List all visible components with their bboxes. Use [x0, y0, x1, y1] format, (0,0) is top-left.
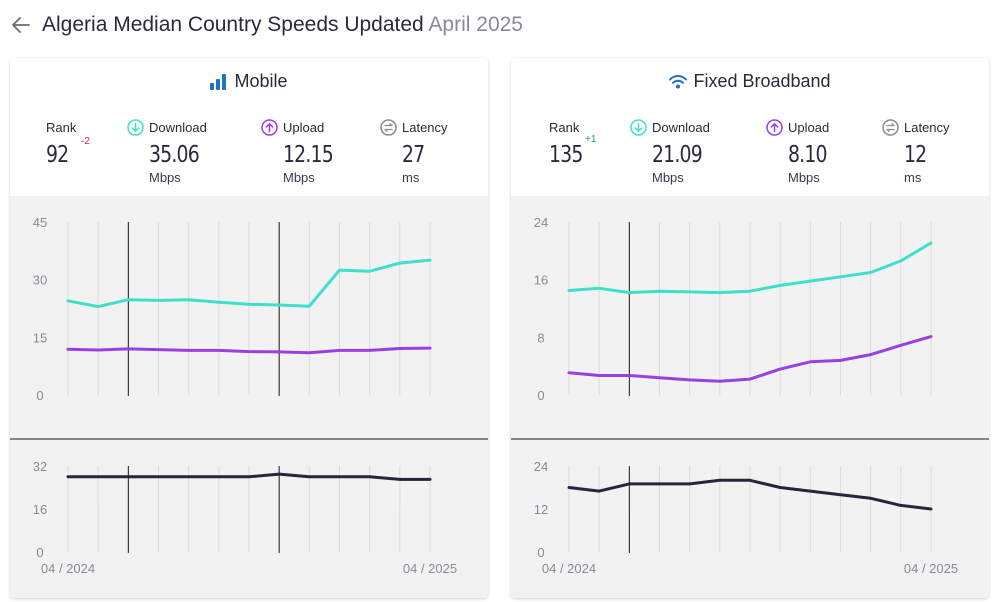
fixed-latency-value: 12: [904, 142, 927, 168]
fixed-speed-upload-line: [567, 335, 933, 383]
fixed-latency-unit: ms: [904, 170, 922, 185]
mobile-card: Mobile Rank 92 -2 Download 35.06 Mbps: [10, 58, 488, 598]
mobile-upload-label: Upload: [283, 119, 325, 135]
mobile-rank-label: Rank: [46, 119, 77, 135]
mobile-speed-y-tick-label: 45: [33, 215, 47, 230]
page-title: Algeria Median Country Speeds Updated Ap…: [42, 13, 523, 37]
mobile-x-tick-label: 04 / 2025: [403, 561, 457, 576]
mobile-upload: Upload 12.15 Mbps: [261, 116, 371, 185]
mobile-download-label: Download: [149, 119, 207, 135]
fixed-latency-label: Latency: [904, 119, 950, 135]
fixed-latency-y-tick-label: 0: [537, 545, 544, 560]
download-icon: [630, 118, 647, 136]
mobile-speed-download-line: [66, 258, 432, 309]
fixed-latency-y-tick-label: 24: [534, 459, 548, 474]
upload-icon: [261, 118, 278, 136]
mobile-speed-upload-line: [66, 346, 432, 355]
latency-icon: [380, 118, 397, 136]
mobile-upload-unit: Mbps: [283, 170, 315, 185]
fixed-download-unit: Mbps: [652, 170, 684, 185]
fixed-upload: Upload 8.10 Mbps: [766, 116, 876, 185]
mobile-summary: Mobile Rank 92 -2 Download 35.06 Mbps: [10, 58, 488, 196]
fixed-speed-y-tick-label: 8: [537, 330, 544, 345]
mobile-latency-y-tick-label: 16: [33, 502, 47, 517]
download-icon: [127, 118, 144, 136]
fixed-speed-download-line: [567, 241, 933, 295]
mobile-download-unit: Mbps: [149, 170, 181, 185]
mobile-title-label: Mobile: [234, 71, 288, 91]
mobile-latency-latency-line: [66, 472, 432, 481]
mobile-card-title: Mobile: [10, 71, 488, 92]
mobile-speed-y-tick-label: 15: [33, 330, 47, 345]
mobile-speed-y-tick-label: 30: [33, 273, 47, 288]
fixed-download-label: Download: [652, 119, 710, 135]
mobile-speed-y-tick-label: 0: [36, 388, 43, 403]
mobile-latency-unit: ms: [402, 170, 420, 185]
fixed-upload-unit: Mbps: [788, 170, 820, 185]
mobile-upload-value: 12.15: [283, 142, 334, 168]
mobile-latency-y-tick-label: 0: [36, 545, 43, 560]
mobile-rank: Rank 92 -2: [46, 116, 156, 169]
fixed-x-tick-label: 04 / 2024: [542, 561, 596, 576]
fixed-title-label: Fixed Broadband: [693, 71, 831, 91]
latency-icon: [882, 118, 899, 136]
fixed-speed-y-tick-label: 16: [534, 273, 548, 288]
fixed-rank: Rank 135 +1: [549, 116, 659, 169]
fixed-latency: Latency 12 ms: [882, 116, 989, 185]
fixed-card-title: Fixed Broadband: [511, 71, 989, 92]
fixed-latency-y-tick-label: 12: [534, 502, 548, 517]
mobile-latency: Latency 27 ms: [380, 116, 488, 185]
fixed-speed-y-tick-label: 0: [537, 388, 544, 403]
mobile-rank-value: 92: [46, 142, 69, 168]
fixed-summary: Fixed Broadband Rank 135 +1 Download 21.…: [511, 58, 989, 196]
page-title-text: Algeria Median Country Speeds Updated: [42, 13, 424, 36]
wifi-icon: [669, 75, 688, 89]
page-title-date: April 2025: [428, 13, 523, 36]
upload-icon: [766, 118, 783, 136]
fixed-download: Download 21.09 Mbps: [630, 116, 740, 185]
fixed-latency-latency-line: [567, 478, 933, 511]
signal-bars-icon: [210, 73, 227, 90]
mobile-download-value: 35.06: [149, 142, 200, 168]
fixed-rank-label: Rank: [549, 119, 580, 135]
mobile-x-tick-label: 04 / 2024: [41, 561, 95, 576]
fixed-rank-change: +1: [585, 134, 597, 145]
fixed-card: Fixed Broadband Rank 135 +1 Download 21.…: [511, 58, 989, 598]
fixed-speed-y-tick-label: 24: [534, 215, 548, 230]
fixed-download-value: 21.09: [652, 142, 703, 168]
fixed-rank-value: 135: [549, 142, 583, 168]
back-arrow-icon[interactable]: [10, 14, 32, 36]
fixed-x-tick-label: 04 / 2025: [904, 561, 958, 576]
mobile-latency-y-tick-label: 32: [33, 459, 47, 474]
fixed-upload-label: Upload: [788, 119, 830, 135]
fixed-upload-value: 8.10: [788, 142, 828, 168]
mobile-latency-value: 27: [402, 142, 425, 168]
mobile-rank-change: -2: [81, 136, 90, 147]
mobile-latency-label: Latency: [402, 119, 448, 135]
page-header: Algeria Median Country Speeds Updated Ap…: [10, 8, 523, 42]
mobile-download: Download 35.06 Mbps: [127, 116, 237, 185]
